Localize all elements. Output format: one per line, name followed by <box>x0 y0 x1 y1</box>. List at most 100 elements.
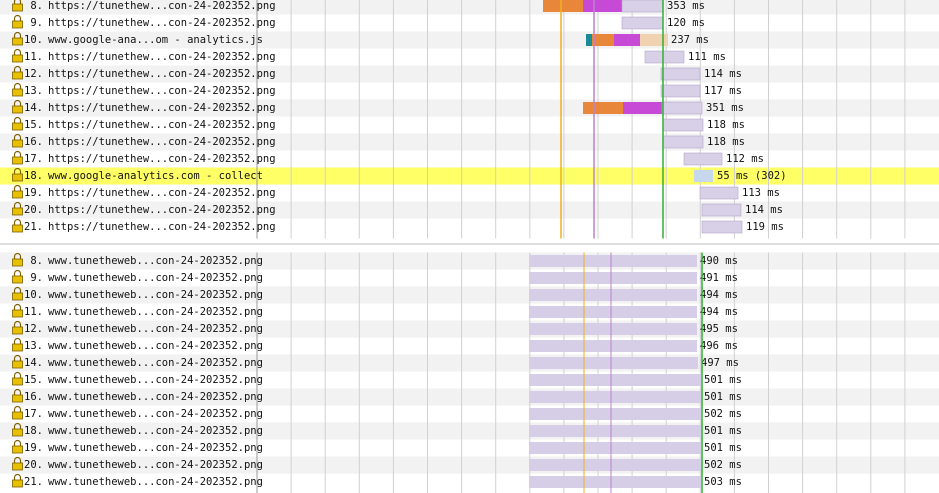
lock-icon <box>12 37 23 46</box>
lock-icon <box>13 473 22 480</box>
request-url: www.tunetheweb...con-24-202352.png <box>48 272 263 284</box>
request-index: 17. <box>24 153 43 165</box>
request-index: 11. <box>24 306 43 318</box>
timing-bar <box>529 425 701 437</box>
request-url: www.tunetheweb...con-24-202352.png <box>48 306 263 318</box>
request-time: 491 ms <box>700 272 738 284</box>
row-bg <box>0 354 939 372</box>
lock-icon <box>12 20 23 29</box>
timing-bar <box>701 203 742 217</box>
request-time: 114 ms <box>704 68 742 80</box>
request-index: 18. <box>24 170 43 182</box>
timing-bar <box>660 84 701 98</box>
request-row: 15. www.tunetheweb...con-24-202352.png 501… <box>12 371 742 386</box>
lock-icon <box>13 99 22 106</box>
lock-icon <box>13 303 22 310</box>
timing-bar <box>694 170 713 182</box>
lock-icon <box>12 394 23 403</box>
lock-icon <box>12 309 23 318</box>
lock-icon <box>13 422 22 429</box>
request-time: 55 ms (302) <box>717 170 787 182</box>
lock-icon <box>12 343 23 352</box>
request-row: 20. https://tunethew...con-24-202352.png 1… <box>12 201 783 217</box>
timing-bar <box>529 408 701 420</box>
request-index: 16. <box>24 136 43 148</box>
lock-icon <box>12 360 23 369</box>
request-time: 501 ms <box>704 391 742 403</box>
lock-icon <box>13 388 22 395</box>
lock-icon <box>12 258 23 267</box>
lock-icon <box>12 139 23 148</box>
request-time: 111 ms <box>688 51 726 63</box>
lock-icon <box>12 411 23 420</box>
timing-bar <box>592 34 614 46</box>
request-time: 351 ms <box>706 102 744 114</box>
request-row: 19. www.tunetheweb...con-24-202352.png 501… <box>12 439 742 454</box>
row-bg <box>0 371 939 389</box>
request-url: https://tunethew...con-24-202352.png <box>48 119 276 131</box>
lock-icon <box>12 207 23 216</box>
request-time: 497 ms <box>701 357 739 369</box>
request-url: https://tunethew...con-24-202352.png <box>48 0 276 12</box>
row-bg <box>0 0 939 15</box>
request-row: 18. www.tunetheweb...con-24-202352.png 501… <box>12 422 742 437</box>
timing-bar <box>621 16 664 30</box>
lock-icon <box>12 88 23 97</box>
timing-bar <box>661 101 703 115</box>
request-url: www.tunetheweb...con-24-202352.png <box>48 323 263 335</box>
request-url: https://tunethew...con-24-202352.png <box>48 85 276 97</box>
request-time: 501 ms <box>704 442 742 454</box>
row-bg <box>0 473 939 491</box>
request-url: https://tunethew...con-24-202352.png <box>48 51 276 63</box>
timing-bar <box>529 255 697 267</box>
lock-icon <box>13 252 22 259</box>
request-index: 21. <box>24 476 43 488</box>
timing-bar <box>701 220 743 234</box>
request-time: 494 ms <box>700 289 738 301</box>
request-row: 10. www.google-ana...om - analytics.js 237… <box>12 31 709 46</box>
request-url: https://tunethew...con-24-202352.png <box>48 17 276 29</box>
lock-icon <box>13 133 22 140</box>
row-bg <box>0 133 939 151</box>
timing-bar <box>529 476 701 488</box>
request-index: 17. <box>24 408 43 420</box>
lock-icon <box>13 184 22 191</box>
lock-icon <box>13 150 22 157</box>
timing-bar <box>529 459 701 471</box>
request-row: 13. https://tunethew...con-24-202352.png 1… <box>12 82 742 98</box>
timing-bar <box>529 340 697 352</box>
request-time: 353 ms <box>667 0 705 12</box>
request-time: 494 ms <box>700 306 738 318</box>
lock-icon <box>13 14 22 21</box>
request-time: 118 ms <box>707 136 745 148</box>
lock-icon <box>13 320 22 327</box>
lock-icon <box>12 105 23 114</box>
request-index: 12. <box>24 68 43 80</box>
timing-bar <box>529 289 697 301</box>
request-time: 114 ms <box>745 204 783 216</box>
request-index: 9. <box>30 17 43 29</box>
request-url: www.tunetheweb...con-24-202352.png <box>48 442 263 454</box>
row-bg <box>0 337 939 355</box>
timing-bar <box>623 102 662 114</box>
lock-icon <box>12 275 23 284</box>
request-index: 18. <box>24 425 43 437</box>
row-bg <box>0 116 939 134</box>
row-bg <box>0 388 939 406</box>
lock-icon <box>13 218 22 225</box>
request-url: https://tunethew...con-24-202352.png <box>48 136 276 148</box>
request-index: 21. <box>24 221 43 233</box>
request-row: 18. www.google-analytics.com - collect 55 … <box>12 167 787 182</box>
request-time: 501 ms <box>704 374 742 386</box>
request-row: 12. www.tunetheweb...con-24-202352.png 495… <box>12 320 738 335</box>
request-time: 496 ms <box>700 340 738 352</box>
request-row: 9. www.tunetheweb...con-24-202352.png 491 … <box>12 269 738 284</box>
request-time: 113 ms <box>742 187 780 199</box>
lock-icon <box>13 65 22 72</box>
request-url: www.tunetheweb...con-24-202352.png <box>48 459 263 471</box>
row-bg <box>0 82 939 100</box>
lock-icon <box>12 445 23 454</box>
lock-icon <box>12 156 23 165</box>
row-bg <box>0 14 939 32</box>
row-bg <box>0 252 939 270</box>
